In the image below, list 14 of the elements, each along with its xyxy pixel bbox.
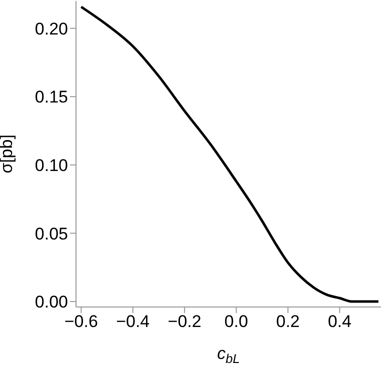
x-tick-label: 0.0	[224, 312, 248, 332]
x-tick-label: 0.2	[276, 312, 300, 332]
x-axis-title: c$_{bL}$	[217, 344, 240, 366]
x-tick-label: −0.4	[116, 312, 150, 332]
y-tick-label: 0.15	[34, 88, 68, 107]
y-axis-title: σ[pb]	[0, 134, 16, 174]
x-tick-label: −0.2	[168, 312, 202, 332]
y-tick-label: 0.05	[34, 224, 68, 244]
x-tick-label: 0.4	[328, 312, 352, 332]
y-tick-label: 0.10	[34, 156, 68, 175]
y-tick-label: 0.00	[34, 292, 68, 312]
y-tick-label: 0.20	[34, 19, 68, 38]
line-series	[80, 6, 380, 303]
x-tick-label: −0.6	[64, 312, 98, 332]
